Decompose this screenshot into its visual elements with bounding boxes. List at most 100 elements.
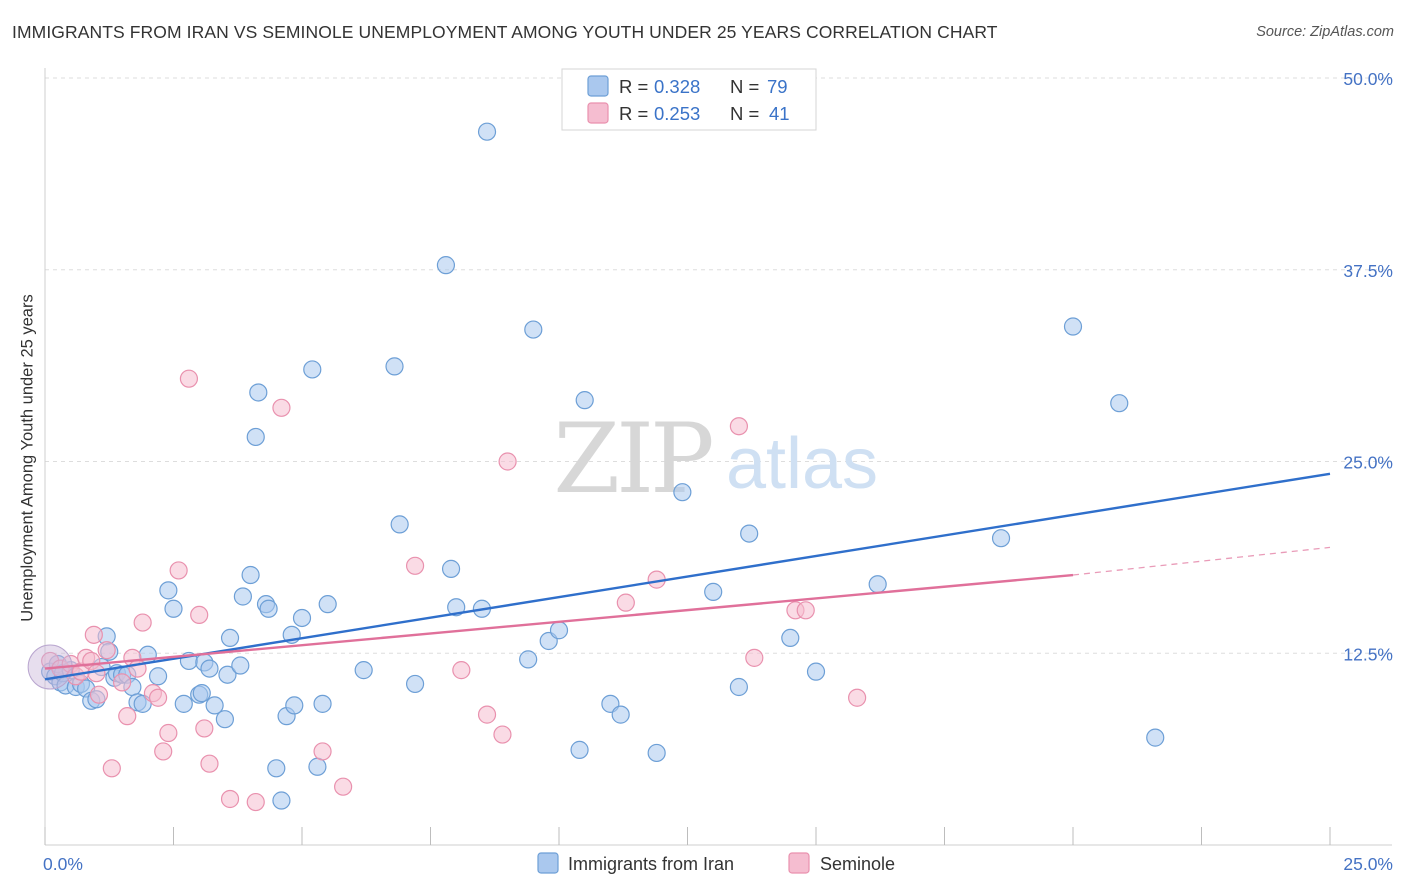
legend-n-value-pink: 41 <box>769 103 790 124</box>
point-blue-31 <box>200 659 219 678</box>
point-blue-37 <box>233 587 252 606</box>
point-pink-24 <box>195 719 214 738</box>
chart-title: IMMIGRANTS FROM IRAN VS SEMINOLE UNEMPLO… <box>12 22 998 42</box>
x-tick-label-1: 25.0% <box>1343 854 1393 874</box>
bottom-legend-label-blue: Immigrants from Iran <box>568 854 734 874</box>
point-blue-43 <box>267 759 286 778</box>
legend-r-label-pink: R = <box>619 103 653 124</box>
point-pink-33 <box>477 705 497 724</box>
point-blue-54 <box>385 357 404 376</box>
bottom-legend-swatch-blue <box>537 852 559 874</box>
point-blue-57 <box>436 256 456 275</box>
point-blue-80 <box>1110 394 1129 413</box>
point-blue-51 <box>313 694 332 713</box>
point-pink-41 <box>796 601 815 620</box>
point-pink-38 <box>729 417 749 436</box>
point-blue-23 <box>148 667 168 686</box>
legend-r-value-pink: 0.253 <box>654 103 700 124</box>
point-blue-59 <box>447 598 466 617</box>
y-tick-label-3: 50.0% <box>1343 69 1393 89</box>
bottom-legend: Immigrants from Iran Seminole <box>537 852 895 874</box>
point-blue-61 <box>477 122 497 141</box>
point-pink-19 <box>154 742 173 761</box>
point-blue-38 <box>241 565 260 585</box>
point-blue-77 <box>868 575 887 594</box>
point-pink-16 <box>133 613 152 632</box>
point-blue-24 <box>159 581 178 600</box>
point-blue-25 <box>164 599 183 618</box>
point-blue-79 <box>1063 317 1083 336</box>
point-pink-30 <box>334 777 353 796</box>
point-pink-27 <box>246 792 265 812</box>
tick-labels: 12.5% 25.0% 37.5% 50.0% 0.0% 25.0% <box>43 69 1393 874</box>
point-blue-35 <box>220 628 240 648</box>
point-pink-32 <box>452 661 471 680</box>
point-pink-13 <box>118 707 137 726</box>
bottom-legend-swatch-pink <box>788 852 810 874</box>
legend-n-value-blue: 79 <box>767 76 788 97</box>
point-blue-36 <box>231 656 250 675</box>
point-blue-26 <box>174 694 193 713</box>
point-blue-55 <box>390 515 409 534</box>
point-blue-47 <box>285 696 304 715</box>
point-pink-42 <box>848 688 867 707</box>
point-blue-40 <box>249 383 268 402</box>
point-blue-65 <box>549 621 569 640</box>
legend-swatch-blue <box>587 75 609 97</box>
point-pink-20 <box>159 723 178 743</box>
point-pink-26 <box>220 789 240 809</box>
points-layer <box>27 122 1165 812</box>
legend-r-label-blue: R = <box>619 76 653 97</box>
source-credit: Source: ZipAtlas.com <box>1256 24 1394 40</box>
point-blue-56 <box>405 674 425 694</box>
point-pink-36 <box>616 593 635 612</box>
point-pink-22 <box>179 369 199 388</box>
point-blue-29 <box>192 684 211 703</box>
point-blue-70 <box>647 743 666 763</box>
point-blue-74 <box>740 524 759 543</box>
watermark-atlas: atlas <box>726 424 878 504</box>
point-pink-7 <box>84 625 103 644</box>
point-blue-44 <box>272 791 291 810</box>
x-tick-label-0: 0.0% <box>43 854 83 874</box>
point-blue-50 <box>308 757 327 776</box>
point-blue-39 <box>246 427 265 447</box>
y-tick-label-2: 37.5% <box>1343 261 1393 281</box>
trend-line-blue <box>44 472 1331 681</box>
point-blue-49 <box>303 360 322 379</box>
point-pink-39 <box>745 648 764 667</box>
y-tick-label-0: 12.5% <box>1343 644 1393 664</box>
point-pink-10 <box>97 641 116 660</box>
legend-swatch-pink <box>587 102 609 124</box>
point-blue-75 <box>781 628 800 648</box>
point-blue-66 <box>570 740 589 759</box>
point-blue-62 <box>519 650 538 669</box>
point-blue-52 <box>318 595 337 614</box>
legend-r-value-blue: 0.328 <box>654 76 700 97</box>
point-blue-58 <box>441 559 461 578</box>
point-blue-34 <box>218 665 237 684</box>
point-blue-71 <box>673 483 692 502</box>
point-blue-67 <box>575 391 594 410</box>
point-blue-69 <box>611 705 630 724</box>
trend-line-pink-extension <box>1072 546 1331 576</box>
bottom-legend-label-pink: Seminole <box>820 854 895 874</box>
watermark: ZIP atlas <box>553 403 878 515</box>
point-pink-18 <box>148 688 168 707</box>
point-blue-73 <box>729 677 749 697</box>
legend-n-label-pink: N = <box>730 103 764 124</box>
point-pink-21 <box>169 561 188 580</box>
y-tick-label-1: 25.0% <box>1343 453 1393 473</box>
trend-line-pink <box>44 573 1074 670</box>
point-pink-34 <box>493 725 512 744</box>
point-pink-29 <box>313 742 332 761</box>
point-pink-9 <box>89 685 109 704</box>
point-blue-42 <box>259 599 278 618</box>
point-blue-76 <box>806 662 826 681</box>
legend-box: R = 0.328 N = 79 R = 0.253 N = 41 <box>561 68 817 131</box>
trend-layer <box>44 472 1331 681</box>
point-blue-78 <box>991 529 1011 548</box>
point-pink-11 <box>102 759 121 778</box>
point-pink-28 <box>272 398 291 417</box>
